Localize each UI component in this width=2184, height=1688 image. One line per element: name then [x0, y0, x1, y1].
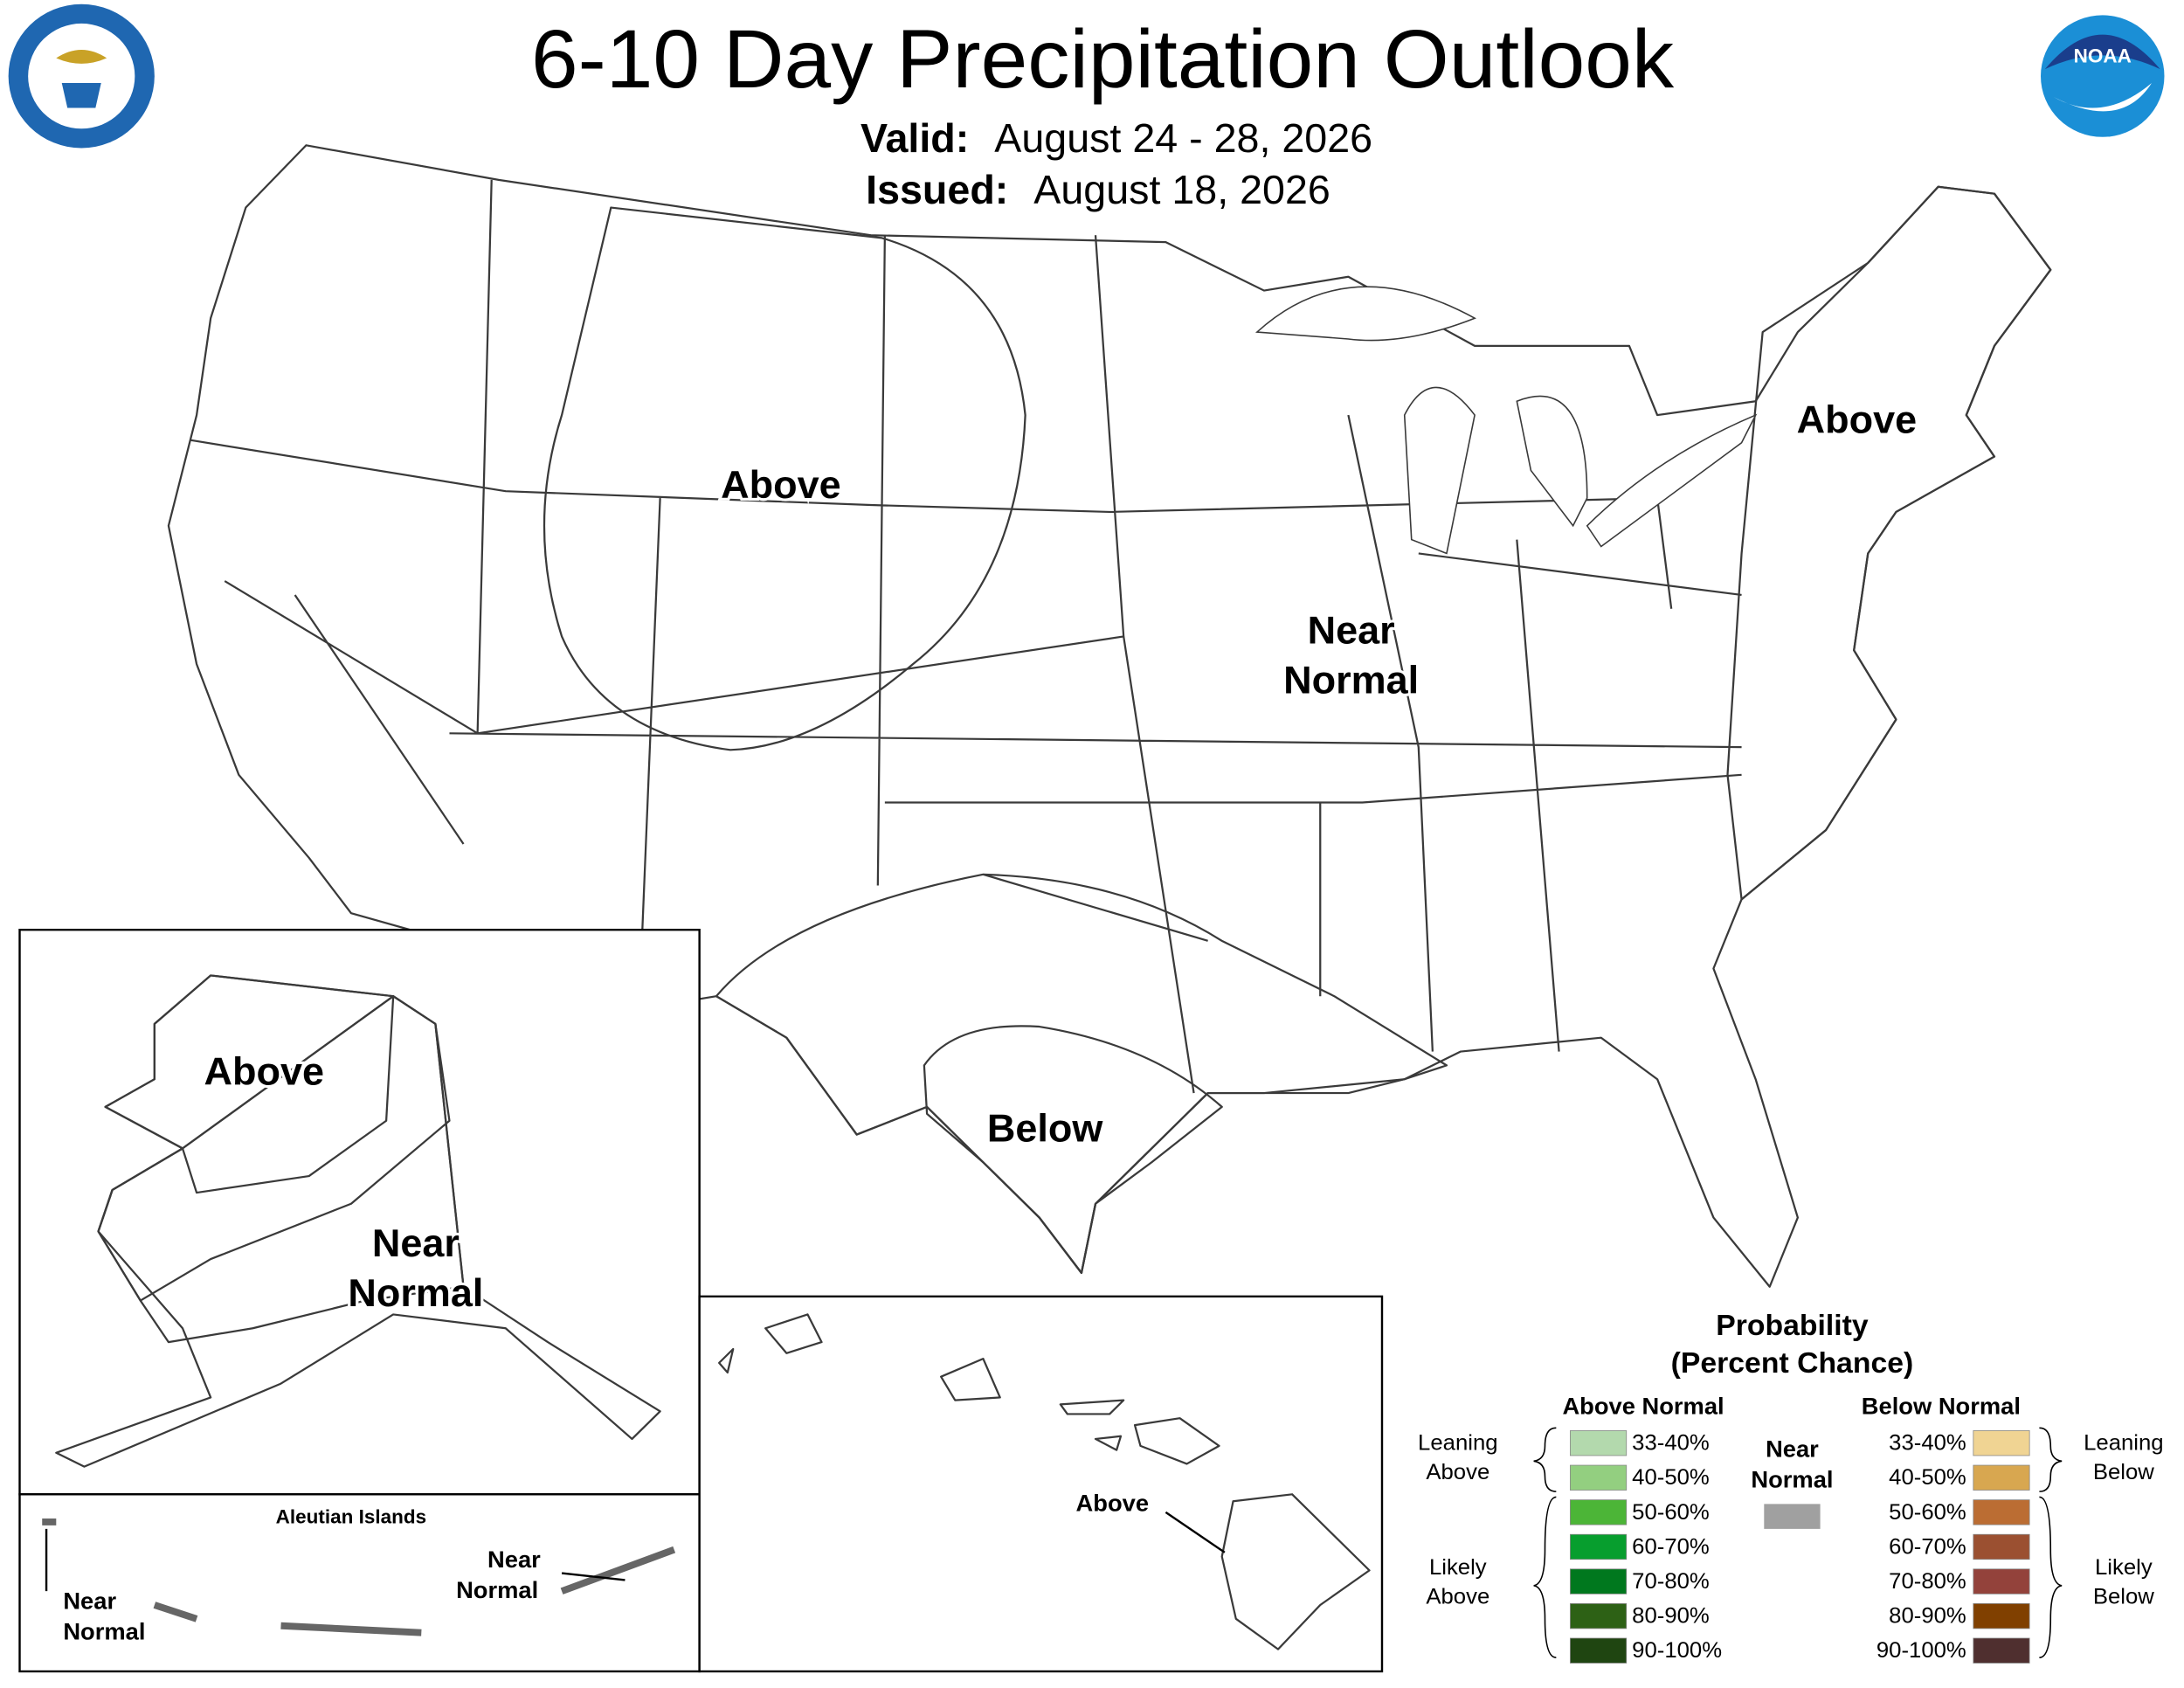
legend-swatch: [1570, 1499, 1628, 1525]
noaa-logo: NOAA: [2041, 15, 2165, 137]
noaa-text: NOAA: [2074, 45, 2132, 66]
hawaii-leader: [1165, 1511, 1226, 1553]
legend-range: 90-100%: [1876, 1638, 1966, 1663]
legend-swatch: [1973, 1637, 2030, 1664]
title: 6-10 Day Precipitation Outlook: [531, 12, 1674, 105]
region-label: Above: [721, 464, 841, 507]
aleutian-islands: [42, 1519, 676, 1636]
hawaii-inset: [698, 1295, 1384, 1673]
legend-range: 90-100%: [1632, 1638, 1722, 1663]
noaa-wave: [2053, 83, 2153, 112]
legend-group: Leaning: [2084, 1431, 2163, 1456]
seal-eagle: [56, 50, 107, 64]
state-borders: [189, 179, 1742, 1094]
legend-range: 60-70%: [1632, 1535, 1710, 1560]
south-leaning-below-area: [715, 873, 1448, 1275]
northeast-above-area: [1726, 185, 2052, 901]
legend-range: 40-50%: [1889, 1465, 1966, 1490]
legend-swatch: [1570, 1603, 1628, 1629]
legend-above-header: Above Normal: [1562, 1393, 1724, 1420]
region-label: Normal: [63, 1618, 145, 1645]
noaa-ring: [2041, 15, 2165, 137]
legend-swatch: [1570, 1568, 1628, 1595]
legend-range: 70-80%: [1889, 1569, 1966, 1594]
region-label: Near: [487, 1546, 541, 1573]
aleutian-leader: [45, 1528, 625, 1592]
legend-swatch: [1570, 1430, 1628, 1456]
legend-range: 33-40%: [1889, 1431, 1966, 1456]
seal-shield: [61, 83, 101, 108]
valid-label: Valid:: [860, 116, 969, 162]
legend-range: 80-90%: [1632, 1604, 1710, 1629]
legend: Probability (Percent Chance) Above Norma…: [1418, 1310, 2164, 1664]
alaska-above-50: [104, 974, 395, 1194]
legend-range: 50-60%: [1889, 1500, 1966, 1525]
region-label: Near: [63, 1588, 116, 1615]
legend-swatch: [1570, 1464, 1628, 1491]
legend-range: 33-40%: [1632, 1431, 1710, 1456]
south-below-area: [923, 1025, 1223, 1275]
legend-group: Leaning: [1418, 1431, 1497, 1456]
great-lakes: [1255, 286, 1758, 555]
legend-group: Likely: [1429, 1555, 1487, 1580]
legend-group: Below: [2093, 1460, 2155, 1484]
legend-group: Likely: [2095, 1555, 2153, 1580]
legend-brackets: [1533, 1427, 2063, 1658]
hawaii-big-island: [1220, 1493, 1371, 1650]
issued-date: August 18, 2026: [1033, 167, 1330, 212]
alaska-above-40: [97, 995, 451, 1302]
legend-swatch: [1570, 1533, 1628, 1560]
noaa-top: [2044, 34, 2160, 70]
region-label: Near: [1308, 610, 1395, 653]
region-label: Normal: [1283, 660, 1419, 702]
region-label: Normal: [348, 1272, 483, 1315]
legend-swatch: [1973, 1533, 2030, 1560]
legend-swatch: [1973, 1430, 2030, 1456]
legend-swatch: [1973, 1568, 2030, 1595]
region-label: Normal: [456, 1576, 538, 1603]
legend-title: Probability: [1716, 1310, 1869, 1342]
legend-near: Normal: [1751, 1466, 1833, 1493]
legend-below-header: Below Normal: [1862, 1393, 2021, 1420]
legend-range: 40-50%: [1632, 1465, 1710, 1490]
alaska-inset: [18, 928, 701, 1496]
region-label: Near: [372, 1222, 460, 1265]
legend-near-swatch: [1764, 1504, 1821, 1529]
hawaii-islands: [718, 1313, 1220, 1465]
legend-near: Near: [1766, 1435, 1819, 1463]
legend-swatch: [1973, 1603, 2030, 1629]
region-label: Above: [1076, 1489, 1149, 1516]
legend-group: Above: [1426, 1460, 1489, 1484]
region-label: Below: [987, 1108, 1103, 1151]
doc-seal: [8, 3, 155, 149]
legend-range: 50-60%: [1632, 1500, 1710, 1525]
legend-range: 60-70%: [1889, 1535, 1966, 1560]
aleutian-title: Aleutian Islands: [276, 1506, 427, 1528]
legend-swatch: [1973, 1464, 2030, 1491]
legend-range: 80-90%: [1889, 1604, 1966, 1629]
region-label: Above: [204, 1051, 324, 1094]
legend-group: Below: [2093, 1585, 2155, 1609]
legend-swatch: [1570, 1637, 1628, 1664]
seal-center: [28, 23, 135, 129]
legend-swatch: [1973, 1499, 2030, 1525]
legend-subtitle: (Percent Chance): [1671, 1347, 1914, 1380]
valid-dates: August 24 - 28, 2026: [994, 116, 1372, 162]
west-above-area: [543, 206, 1026, 751]
legend-group: Above: [1426, 1585, 1489, 1609]
legend-range: 70-80%: [1632, 1569, 1710, 1594]
issued-label: Issued:: [866, 167, 1008, 212]
region-label: Above: [1797, 399, 1918, 442]
